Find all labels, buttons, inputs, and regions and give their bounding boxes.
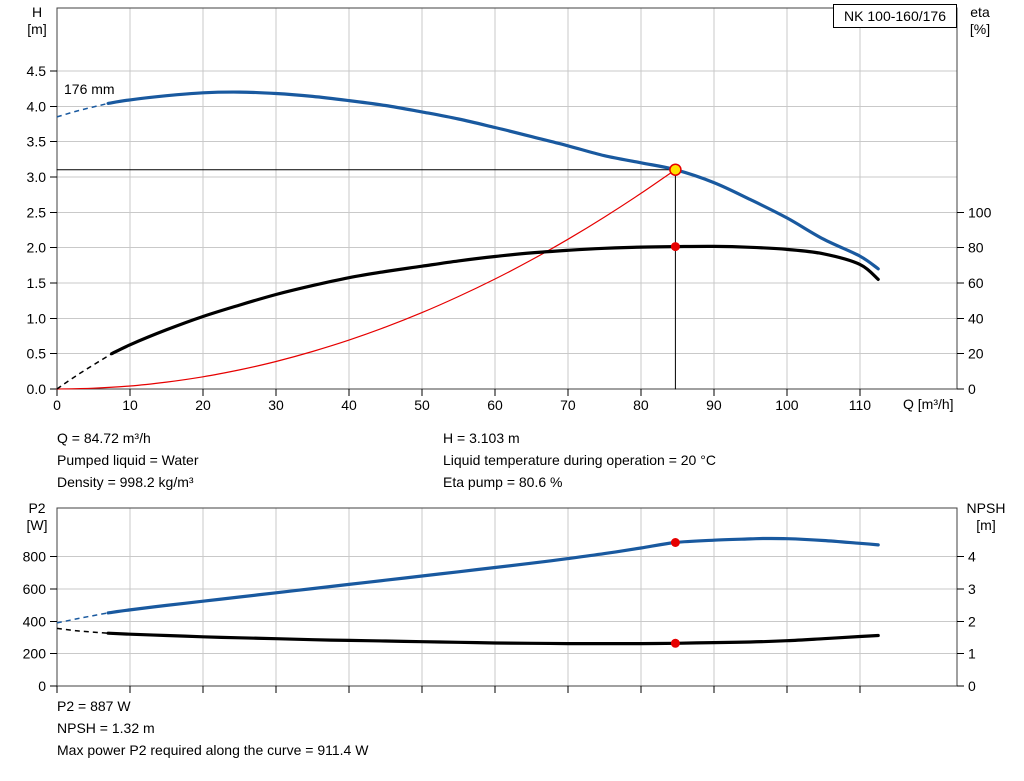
h-axis-title-line1: H	[31, 4, 43, 20]
info-flow: Q = 84.72 m³/h	[57, 430, 151, 446]
head-curve	[106, 90, 880, 271]
npsh-axis-title-line1: NPSH	[966, 500, 1006, 516]
eta-axis-title: eta [%]	[962, 4, 998, 38]
p2-curve-dashed	[56, 612, 109, 624]
p2-axis-title-line1: P2	[28, 500, 46, 516]
x-tick-label: 0	[53, 397, 61, 413]
plot-border	[56, 7, 958, 390]
left-tick-label: 4.0	[27, 98, 47, 114]
x-tick-label: 40	[341, 397, 357, 413]
left-tick-label: 1.0	[27, 310, 47, 326]
p2-axis-title: P2 [W]	[19, 500, 55, 534]
x-tick-label: 50	[414, 397, 430, 413]
pump-model-box: NK 100-160/176	[833, 4, 957, 28]
info-density: Density = 998.2 kg/m³	[57, 474, 194, 490]
left-tick-label: 400	[23, 613, 47, 629]
left-tick-label: 1.5	[27, 275, 47, 291]
left-tick-label: 0	[38, 678, 46, 694]
npsh-curve-dashed	[56, 627, 109, 634]
npsh-duty-dot	[670, 638, 680, 648]
npsh-curve	[106, 631, 880, 646]
left-tick-label: 600	[23, 581, 47, 597]
right-tick-label: 0	[968, 381, 976, 397]
x-tick-label: 110	[849, 397, 872, 413]
npsh-axis-title-line2: [m]	[976, 517, 996, 533]
x-tick-label: 100	[775, 397, 799, 413]
p2-curve	[106, 536, 880, 615]
x-tick-label: 70	[560, 397, 576, 413]
eta-curve-dashed	[56, 353, 113, 390]
npsh-axis-title: NPSH [m]	[956, 500, 1016, 534]
h-axis-title: H [m]	[19, 4, 55, 38]
right-tick-label: 2	[968, 613, 976, 629]
left-tick-label: 2.5	[27, 204, 47, 220]
system-curve	[56, 169, 676, 390]
p2-duty-dot	[670, 538, 680, 547]
info-max-power: Max power P2 required along the curve = …	[57, 742, 369, 758]
right-tick-label: 60	[968, 275, 984, 291]
right-tick-label: 40	[968, 310, 984, 326]
plot-border	[56, 507, 958, 687]
right-tick-label: 4	[968, 549, 976, 565]
eta-duty-dot	[670, 242, 680, 252]
x-tick-label: 90	[706, 397, 722, 413]
x-tick-label: 30	[268, 397, 284, 413]
right-tick-label: 1	[968, 646, 976, 662]
left-tick-label: 0.5	[27, 346, 47, 362]
info-npsh: NPSH = 1.32 m	[57, 720, 155, 736]
right-tick-label: 0	[968, 678, 976, 694]
info-p2: P2 = 887 W	[57, 698, 131, 714]
info-liquid: Pumped liquid = Water	[57, 452, 199, 468]
p2-axis-title-line2: [W]	[26, 517, 48, 533]
right-tick-label: 80	[968, 240, 984, 256]
info-head: H = 3.103 m	[443, 430, 520, 446]
left-tick-label: 2.0	[27, 240, 47, 256]
left-tick-label: 3.0	[27, 169, 47, 185]
q-axis-title: Q [m³/h]	[903, 396, 954, 412]
info-eta-pump: Eta pump = 80.6 %	[443, 474, 563, 490]
left-tick-label: 3.5	[27, 134, 47, 150]
impeller-diameter-label: 176 mm	[64, 81, 115, 97]
head-eta-chart: 0.0 0.5 1.0 1.5 2.0 2.5 3.0 3.5 4.0 4.5 0 20 40 60 80 1…	[27, 7, 992, 413]
left-tick-label: 0.0	[27, 381, 47, 397]
left-tick-label: 4.5	[27, 63, 47, 79]
right-tick-label: 100	[968, 204, 992, 220]
left-tick-label: 800	[23, 549, 47, 565]
eta-axis-title-line1: eta	[970, 4, 990, 20]
x-tick-label: 80	[633, 397, 649, 413]
x-tick-label: 20	[195, 397, 211, 413]
duty-point-marker[interactable]	[669, 163, 682, 176]
x-tick-label: 10	[122, 397, 138, 413]
info-temperature: Liquid temperature during operation = 20…	[443, 452, 716, 468]
left-tick-label: 200	[23, 646, 47, 662]
eta-axis-title-line2: [%]	[969, 21, 991, 37]
p2-npsh-chart: 0 200 400 600 800 0 1 2 3 4	[23, 507, 976, 694]
right-tick-label: 20	[968, 346, 984, 362]
x-tick-label: 60	[487, 397, 503, 413]
head-curve-dashed	[56, 102, 109, 118]
h-axis-title-line2: [m]	[27, 21, 47, 37]
eta-curve	[110, 244, 880, 356]
right-tick-label: 3	[968, 581, 976, 597]
